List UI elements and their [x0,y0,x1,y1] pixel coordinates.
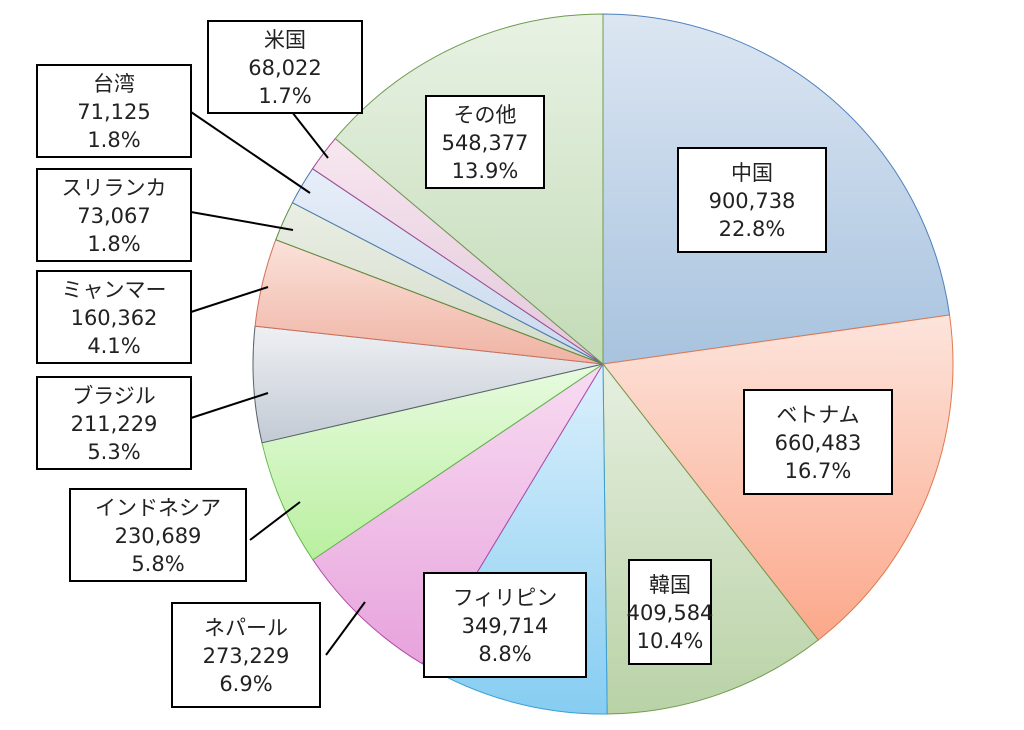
data-label: その他 548,377 13.9% [425,95,545,189]
data-label-box [207,20,363,114]
data-label: インドネシア 230,689 5.8% [69,488,247,582]
data-label-percent: 5.8% [131,552,184,576]
data-label-box [628,559,712,665]
data-label-percent: 1.8% [87,232,140,256]
data-label-name: インドネシア [95,496,221,520]
data-label-box [677,147,827,253]
data-label-box [36,64,192,158]
data-label-percent: 16.7% [785,459,852,483]
data-label-value: 548,377 [442,131,529,155]
pie-slice [261,363,604,561]
data-label-box [69,488,247,582]
data-label: ミャンマー 160,362 4.1% [36,270,192,364]
data-label-percent: 22.8% [719,217,786,241]
data-label-name: スリランカ [62,176,167,200]
leader-line [190,211,294,231]
data-label: ベトナム 660,483 16.7% [743,389,893,495]
leader-line [291,111,329,159]
data-label-value: 160,362 [71,306,158,330]
data-label-box [423,572,587,678]
data-label-box [171,602,321,708]
data-label-value: 68,022 [248,56,321,80]
data-label-percent: 5.3% [87,440,140,464]
data-label-name: ベトナム [776,403,859,427]
data-label-value: 211,229 [71,412,158,436]
data-label-name: ネパール [204,616,288,640]
data-label-value: 660,483 [775,431,862,455]
data-label-box [36,168,192,262]
data-label: ネパール 273,229 6.9% [171,602,321,708]
data-label-box [425,95,545,189]
leader-line [190,392,269,419]
data-label-value: 900,738 [709,189,796,213]
data-labels: 中国 900,738 22.8% ベトナム 660,483 16.7% 韓国 409,584 1… [36,20,893,708]
pie-slice [312,363,604,665]
leader-line [190,286,269,313]
data-label: スリランカ 73,067 1.8% [36,168,192,262]
data-label-box [36,376,192,470]
data-label-name: 中国 [731,161,773,185]
data-label: 韓国 409,584 10.4% [627,559,714,665]
leader-line [249,501,301,541]
data-label-value: 73,067 [77,204,150,228]
data-label-name: ブラジル [72,384,156,408]
data-label-value: 273,229 [203,644,290,668]
data-label: フィリピン 349,714 8.8% [423,572,587,678]
pie-slices [252,13,954,715]
data-label-box [36,270,192,364]
data-label-name: ミャンマー [62,278,167,302]
data-label-name: 韓国 [649,573,691,597]
data-label-value: 230,689 [115,524,202,548]
data-label-percent: 13.9% [452,159,519,183]
data-label: 米国 68,022 1.7% [207,20,363,114]
data-label-name: その他 [454,103,517,127]
data-label-percent: 6.9% [219,672,272,696]
data-label-percent: 1.7% [258,84,311,108]
data-label-percent: 10.4% [637,629,704,653]
data-label: ブラジル 211,229 5.3% [36,376,192,470]
data-label: 台湾 71,125 1.8% [36,64,192,158]
data-label-value: 349,714 [462,614,549,638]
leader-line [325,601,366,656]
data-label-box [743,389,893,495]
data-label-name: 台湾 [93,72,135,96]
data-label-percent: 4.1% [87,334,140,358]
data-label-percent: 8.8% [478,642,531,666]
data-label-name: 米国 [264,28,306,52]
data-label-percent: 1.8% [87,128,140,152]
data-label: 中国 900,738 22.8% [677,147,827,253]
data-label-name: フィリピン [453,586,558,610]
data-label-value: 409,584 [627,601,714,625]
data-label-value: 71,125 [77,100,150,124]
leader-lines [190,111,366,656]
leader-line [190,111,311,194]
